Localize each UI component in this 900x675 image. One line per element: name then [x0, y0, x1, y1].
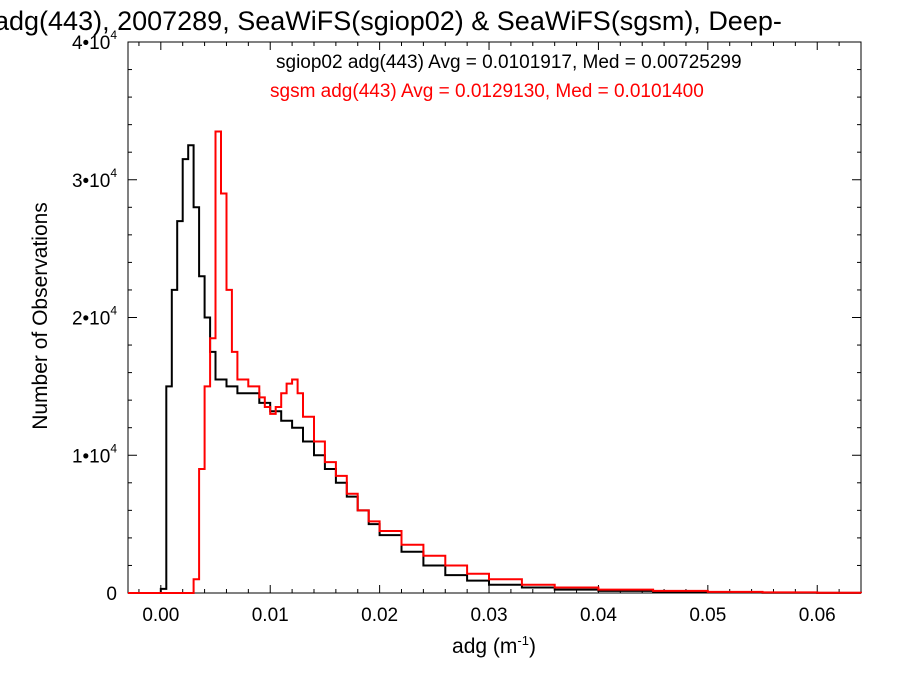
plot-frame [127, 41, 862, 594]
y-tick-label: 3•104 [72, 166, 117, 192]
x-tick-label: 0.04 [580, 605, 617, 626]
x-tick-label: 0.01 [252, 605, 289, 626]
y-tick-label: 4•104 [72, 28, 117, 54]
y-tick-label-base: 3•10 [72, 171, 110, 192]
y-tick-label-exponent: 4 [110, 28, 117, 42]
y-tick-label-exponent: 4 [110, 166, 117, 180]
y-tick-label-base: 0 [106, 584, 117, 605]
y-tick-label-base: 4•10 [72, 33, 110, 54]
y-tick-label-exponent: 4 [110, 441, 117, 455]
plot-area: 0.00 0.01 0.02 0.03 0.04 0.05 0.06 01•1042•104… [72, 28, 862, 626]
legend: sgiop02 adg(443) Avg = 0.0101917, Med = … [270, 52, 742, 102]
x-axis-ticks: 0.00 0.01 0.02 0.03 0.04 0.05 0.06 [138, 42, 862, 626]
chart-title: adg(443), 2007289, SeaWiFS(sgiop02) & Se… [0, 6, 782, 36]
y-tick-label-exponent: 4 [110, 304, 117, 318]
y-tick-label: 0 [106, 584, 117, 605]
legend-entry-sgsm: sgsm adg(443) Avg = 0.0129130, Med = 0.0… [270, 81, 704, 102]
y-tick-label-base: 2•10 [72, 309, 110, 330]
y-tick-label-base: 1•10 [72, 446, 110, 467]
x-tick-label: 0.02 [361, 605, 398, 626]
data-series [128, 130, 862, 594]
x-tick-label: 0.03 [471, 605, 508, 626]
x-tick-label: 0.06 [799, 605, 836, 626]
y-tick-label: 1•104 [72, 441, 117, 467]
legend-entry-sgiop02: sgiop02 adg(443) Avg = 0.0101917, Med = … [276, 52, 742, 73]
x-axis-label: adg (m-1) [452, 633, 536, 658]
x-tick-label: 0.05 [689, 605, 726, 626]
y-axis-label: Number of Observations [29, 202, 52, 430]
x-tick-label: 0.00 [142, 605, 179, 626]
y-tick-label: 2•104 [72, 304, 117, 330]
series-sgsm-histogram [128, 130, 862, 594]
